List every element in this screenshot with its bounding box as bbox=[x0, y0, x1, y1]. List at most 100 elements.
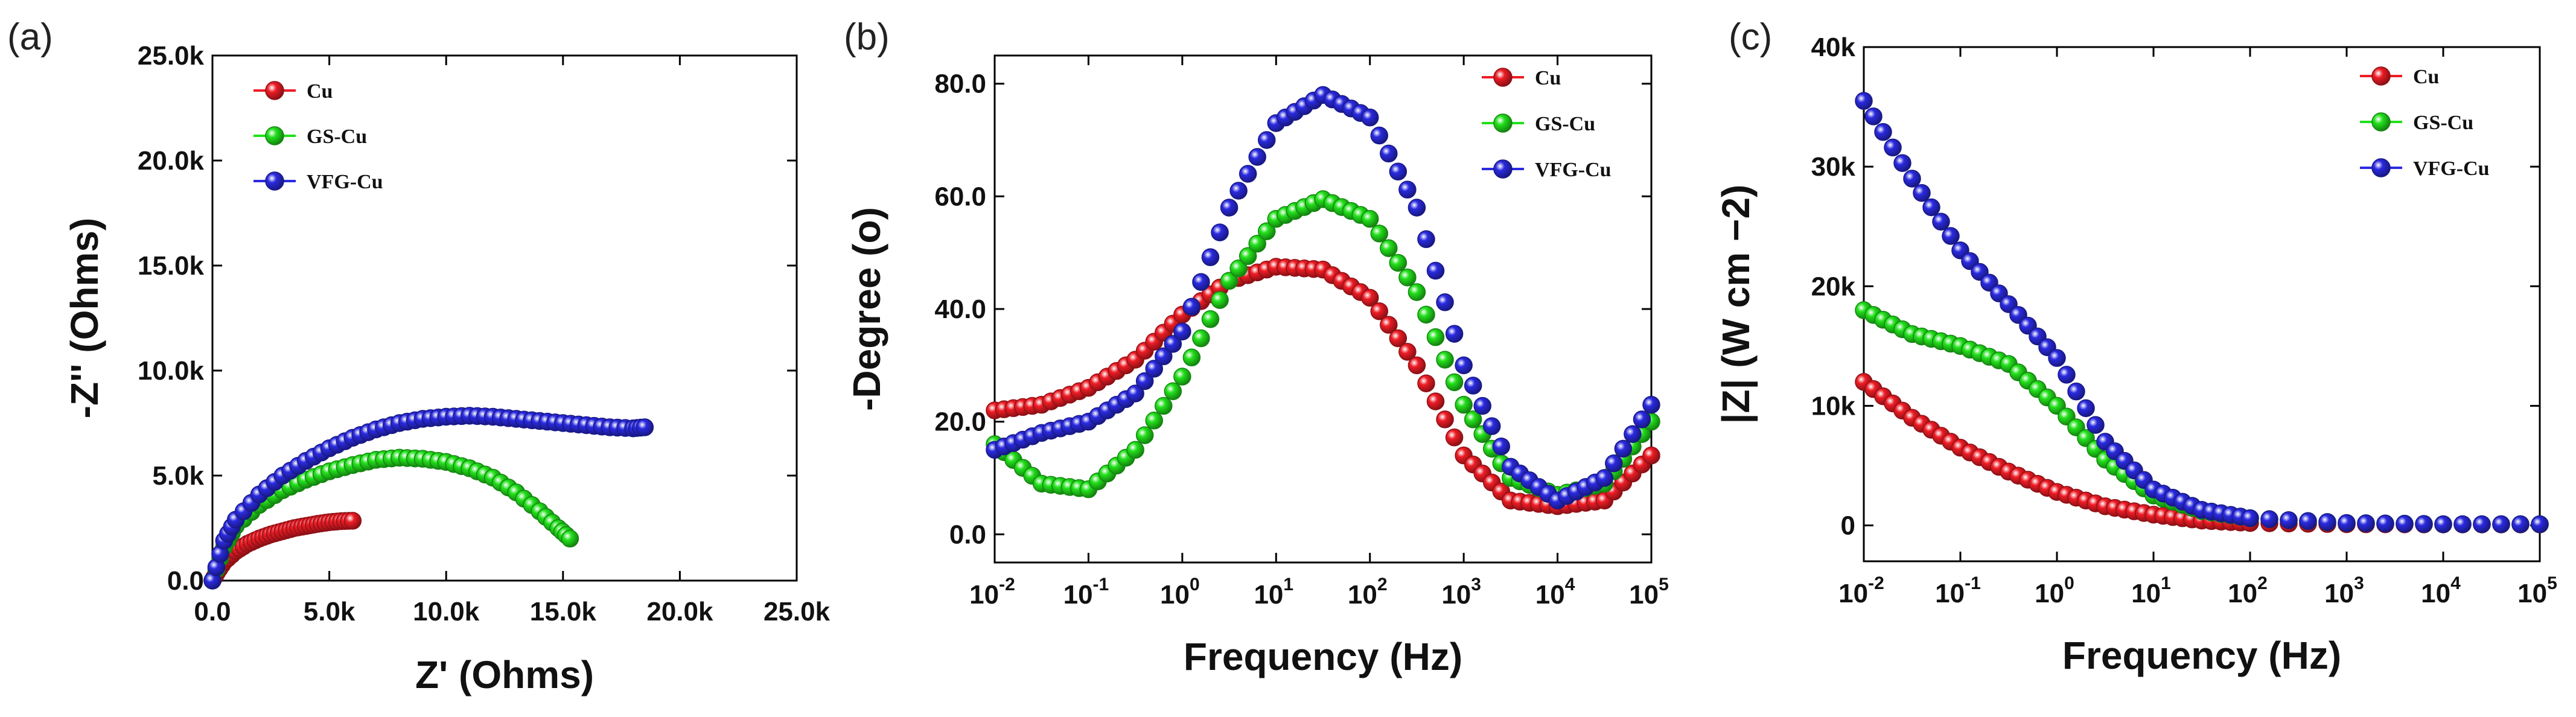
legend-label: VFG-Cu bbox=[1535, 159, 1612, 181]
legend-marker bbox=[2371, 66, 2391, 86]
y-tick-label: 40.0 bbox=[934, 295, 986, 324]
data-point bbox=[1229, 182, 1248, 200]
data-point bbox=[1248, 234, 1266, 253]
data-point bbox=[1211, 291, 1229, 309]
legend: Cu GS-Cu VFG-Cu bbox=[2360, 66, 2490, 180]
y-tick-label: 30k bbox=[1811, 152, 1856, 182]
legend-marker bbox=[2371, 112, 2391, 132]
data-point bbox=[1473, 397, 1491, 415]
series-vfg-cu bbox=[986, 86, 1660, 510]
data-point bbox=[2473, 515, 2491, 534]
data-point bbox=[1426, 328, 1445, 346]
y-tick-label: 10.0k bbox=[138, 356, 205, 386]
legend-marker bbox=[2371, 158, 2391, 177]
data-point bbox=[2067, 382, 2085, 401]
legend: Cu GS-Cu VFG-Cu bbox=[1482, 67, 1612, 181]
data-point bbox=[1360, 108, 1379, 127]
panel-1: (a) 0.0 5.0k 10.0k 15.0k 20.0k 25.0k 0.0 5.0k 10.… bbox=[7, 16, 831, 696]
x-tick-label: 104 bbox=[1535, 575, 1575, 610]
data-point bbox=[1173, 368, 1191, 386]
data-point bbox=[1398, 180, 1417, 199]
data-point bbox=[1164, 382, 1182, 401]
legend-label: Cu bbox=[2413, 66, 2439, 88]
data-point bbox=[1145, 360, 1163, 378]
y-tick-label: 0 bbox=[1841, 511, 1855, 541]
x-axis-title: Frequency (Hz) bbox=[1184, 635, 1462, 678]
y-tick-label: 20.0k bbox=[138, 146, 205, 176]
x-tick-label: 20.0k bbox=[646, 597, 713, 626]
data-point bbox=[1436, 410, 1454, 429]
data-point bbox=[2280, 511, 2298, 529]
data-point bbox=[2318, 513, 2336, 531]
data-point bbox=[1884, 138, 1902, 157]
data-point bbox=[2434, 515, 2452, 534]
data-point bbox=[2338, 514, 2356, 532]
data-point bbox=[1942, 227, 1960, 245]
x-tick-label: 15.0k bbox=[530, 597, 597, 626]
data-point bbox=[1220, 272, 1239, 290]
data-point bbox=[1370, 225, 1389, 243]
legend-marker bbox=[265, 126, 284, 145]
data-point bbox=[1173, 322, 1191, 341]
legend-label: GS-Cu bbox=[307, 126, 367, 148]
panel-2: (b) 0.0 20.0 40.0 60.0 80.0 10-2 10-1 100 101 102 1… bbox=[844, 16, 1669, 678]
data-point bbox=[1445, 373, 1464, 392]
data-point bbox=[1389, 253, 1408, 272]
data-point bbox=[1614, 439, 1633, 458]
series-gs-cu bbox=[203, 448, 579, 590]
panel-label: (a) bbox=[7, 16, 53, 58]
legend-label: VFG-Cu bbox=[307, 171, 383, 193]
legend-marker bbox=[1493, 68, 1513, 87]
x-tick-label: 102 bbox=[1348, 575, 1388, 610]
data-point bbox=[2376, 514, 2394, 533]
y-tick-label: 15.0k bbox=[138, 251, 205, 281]
data-point bbox=[2415, 515, 2433, 533]
data-point bbox=[2453, 515, 2472, 534]
data-point bbox=[1135, 372, 1154, 390]
y-tick-label: 5.0k bbox=[152, 461, 204, 491]
series-gs-cu bbox=[986, 190, 1660, 504]
legend-label: GS-Cu bbox=[1535, 113, 1595, 135]
data-point bbox=[1360, 209, 1379, 228]
y-axis-title: -Z'' (Ohms) bbox=[63, 218, 106, 419]
data-point bbox=[1408, 199, 1426, 217]
data-point bbox=[1903, 170, 1921, 188]
y-tick-label: 20.0 bbox=[934, 407, 986, 437]
y-axis-title: -Degree (o) bbox=[845, 207, 888, 411]
legend-label: Cu bbox=[307, 80, 333, 103]
y-tick-label: 40k bbox=[1811, 33, 1856, 62]
data-point bbox=[1380, 316, 1398, 334]
x-tick-label: 5.0k bbox=[304, 597, 355, 626]
data-point bbox=[1239, 165, 1257, 183]
y-tick-label: 80.0 bbox=[934, 69, 986, 99]
data-point bbox=[1398, 343, 1417, 361]
data-point bbox=[1408, 283, 1426, 301]
data-point bbox=[1182, 298, 1201, 316]
x-tick-label: 101 bbox=[2131, 573, 2171, 608]
panel-3: (c) 0 10k 20k 30k 40k 10-2 10-1 100 101 102 103 104 1… bbox=[1714, 16, 2557, 677]
x-tick-label: 105 bbox=[1629, 575, 1669, 610]
plot-frame bbox=[211, 54, 798, 582]
data-point bbox=[343, 512, 362, 530]
data-point bbox=[1605, 454, 1623, 473]
data-point bbox=[1155, 397, 1173, 415]
data-point bbox=[1855, 92, 1873, 110]
data-point bbox=[1624, 425, 1642, 443]
data-point bbox=[1248, 148, 1266, 166]
data-point bbox=[2241, 509, 2259, 527]
x-axis-title: Frequency (Hz) bbox=[2062, 634, 2341, 677]
data-point bbox=[2087, 416, 2105, 434]
y-tick-label: 60.0 bbox=[934, 182, 986, 211]
data-point bbox=[1380, 239, 1398, 257]
data-point bbox=[1483, 417, 1501, 435]
x-tick-label: 10-2 bbox=[1838, 573, 1884, 608]
data-point bbox=[1874, 123, 1892, 141]
data-point bbox=[1436, 293, 1454, 311]
data-point bbox=[1464, 410, 1482, 429]
x-tick-label: 0.0 bbox=[194, 597, 231, 626]
series-cu bbox=[986, 258, 1660, 515]
x-tick-label: 104 bbox=[2421, 573, 2461, 608]
data-point bbox=[1370, 302, 1389, 320]
data-point bbox=[2531, 515, 2549, 534]
data-point bbox=[1455, 356, 1473, 375]
